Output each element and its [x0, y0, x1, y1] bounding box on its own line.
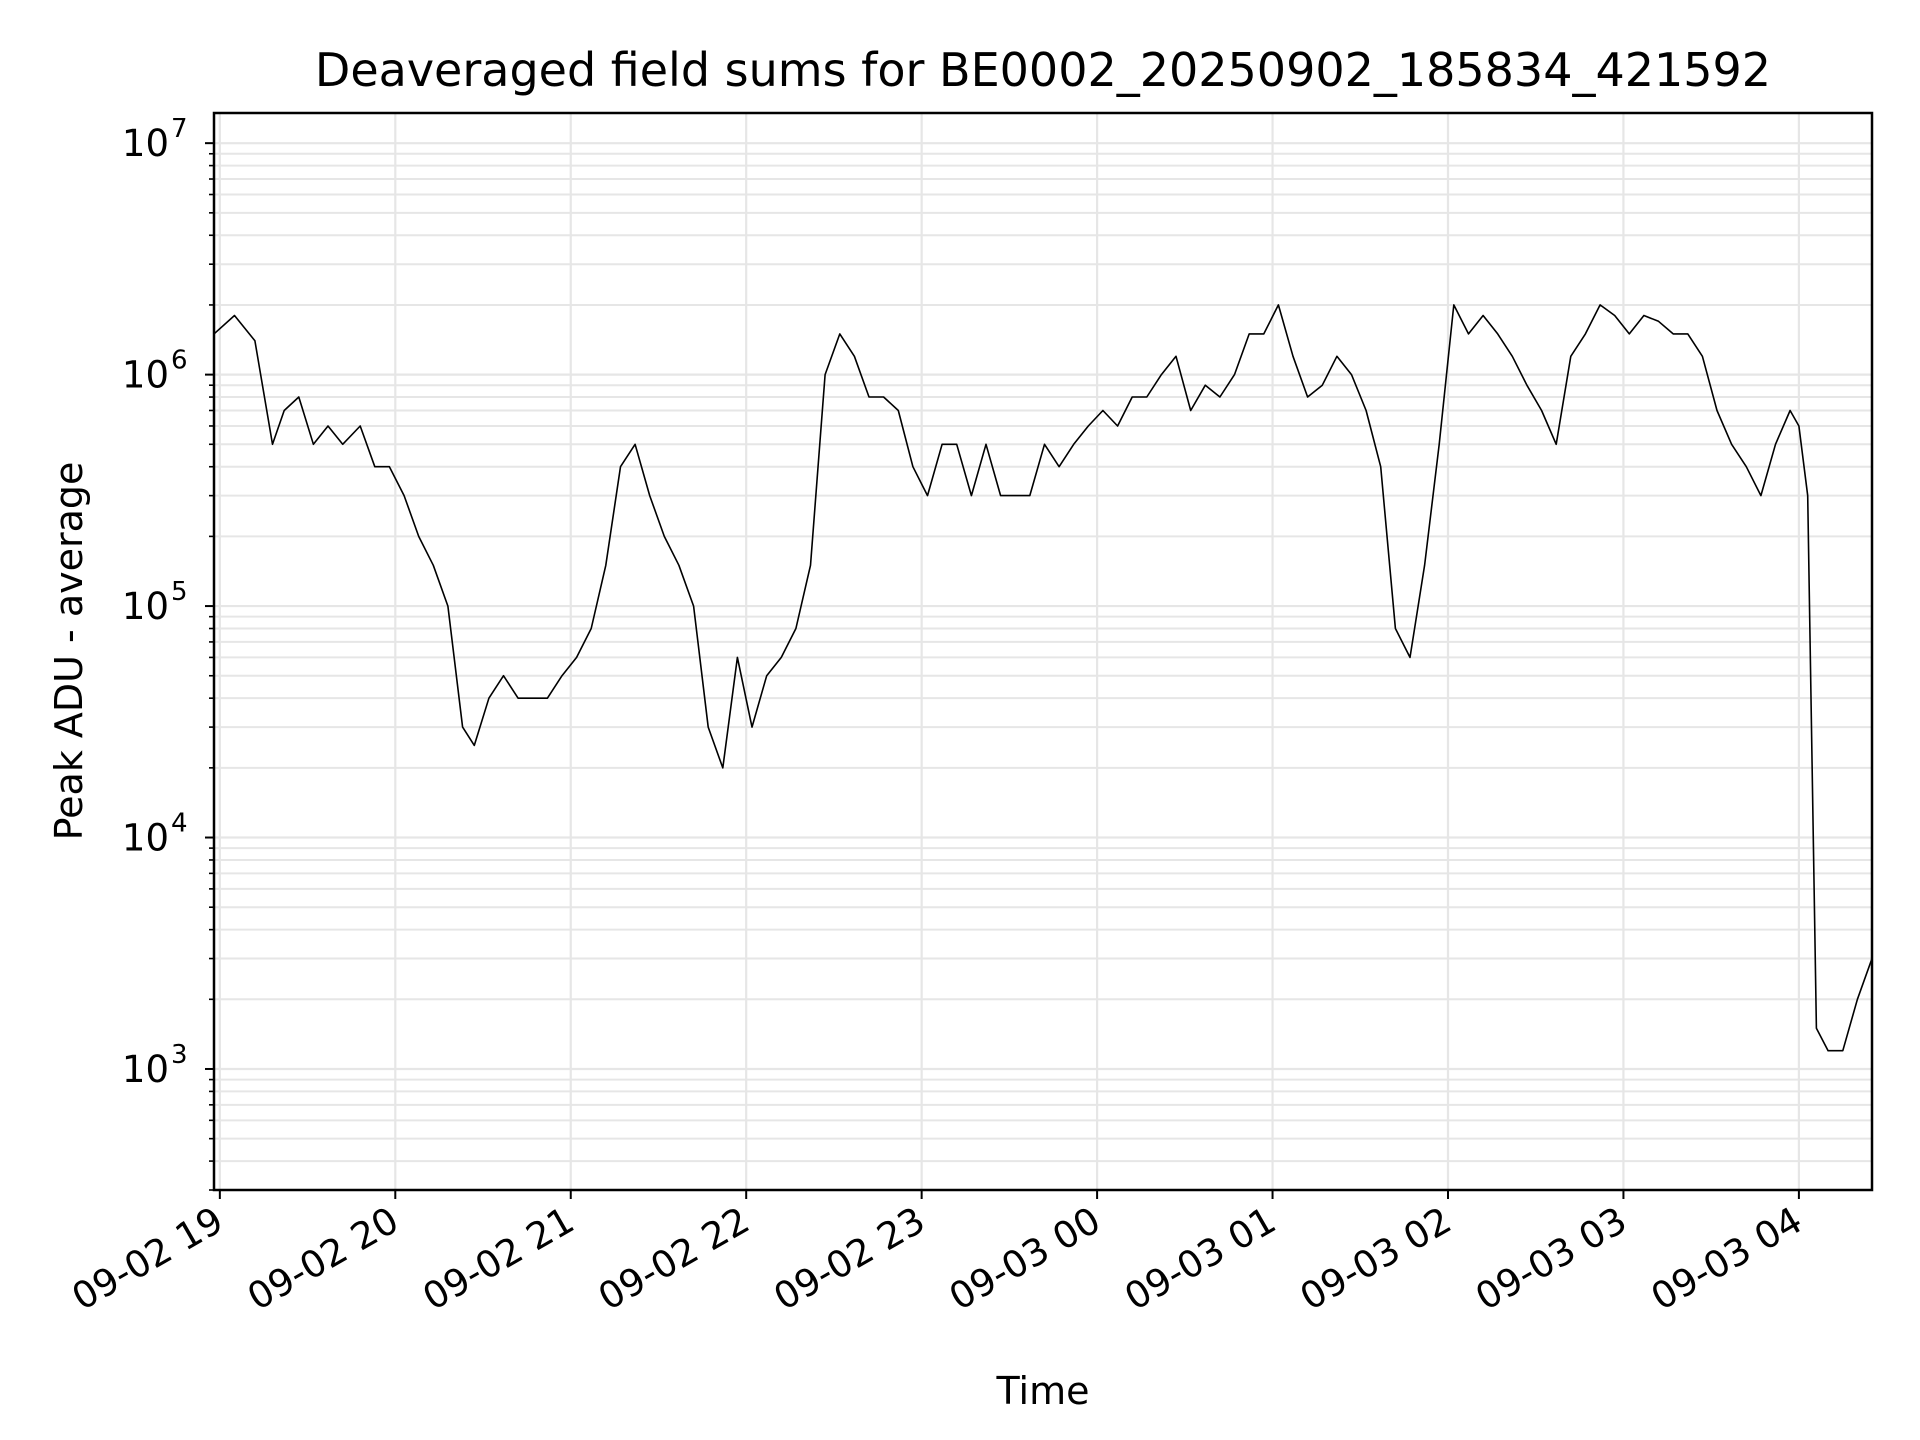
y-tick-label: 10 5: [122, 577, 188, 628]
y-tick-label-base: 10: [122, 354, 169, 397]
y-tick-label: 10 3: [122, 1040, 188, 1091]
y-tick-label-base: 10: [122, 1048, 169, 1091]
y-tick-label-base: 10: [122, 122, 169, 165]
y-tick-label: 10 4: [122, 809, 188, 860]
y-axis-label: Peak ADU - average: [47, 462, 91, 841]
y-tick-label-exponent: 7: [171, 114, 188, 144]
grid: [214, 113, 1872, 1191]
y-tick-label: 10 6: [122, 346, 188, 397]
y-tick-label-exponent: 6: [171, 346, 188, 376]
y-tick-label: 10 7: [122, 114, 188, 165]
y-tick-label-exponent: 5: [171, 577, 188, 607]
data-series-line: [214, 304, 1872, 1052]
plot-frame: [212, 111, 1874, 1192]
y-tick-label-exponent: 4: [171, 809, 188, 839]
y-tick-label-exponent: 3: [171, 1040, 188, 1070]
x-axis-label: Time: [996, 1369, 1090, 1413]
chart-title: Deaveraged field sums for BE0002_2025090…: [315, 43, 1771, 97]
y-tick-label-base: 10: [122, 817, 169, 860]
y-tick-label-base: 10: [122, 585, 169, 628]
